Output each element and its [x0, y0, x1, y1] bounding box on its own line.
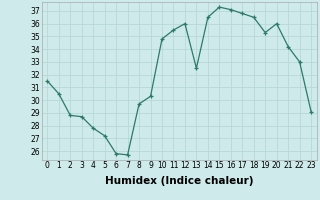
X-axis label: Humidex (Indice chaleur): Humidex (Indice chaleur) — [105, 176, 253, 186]
